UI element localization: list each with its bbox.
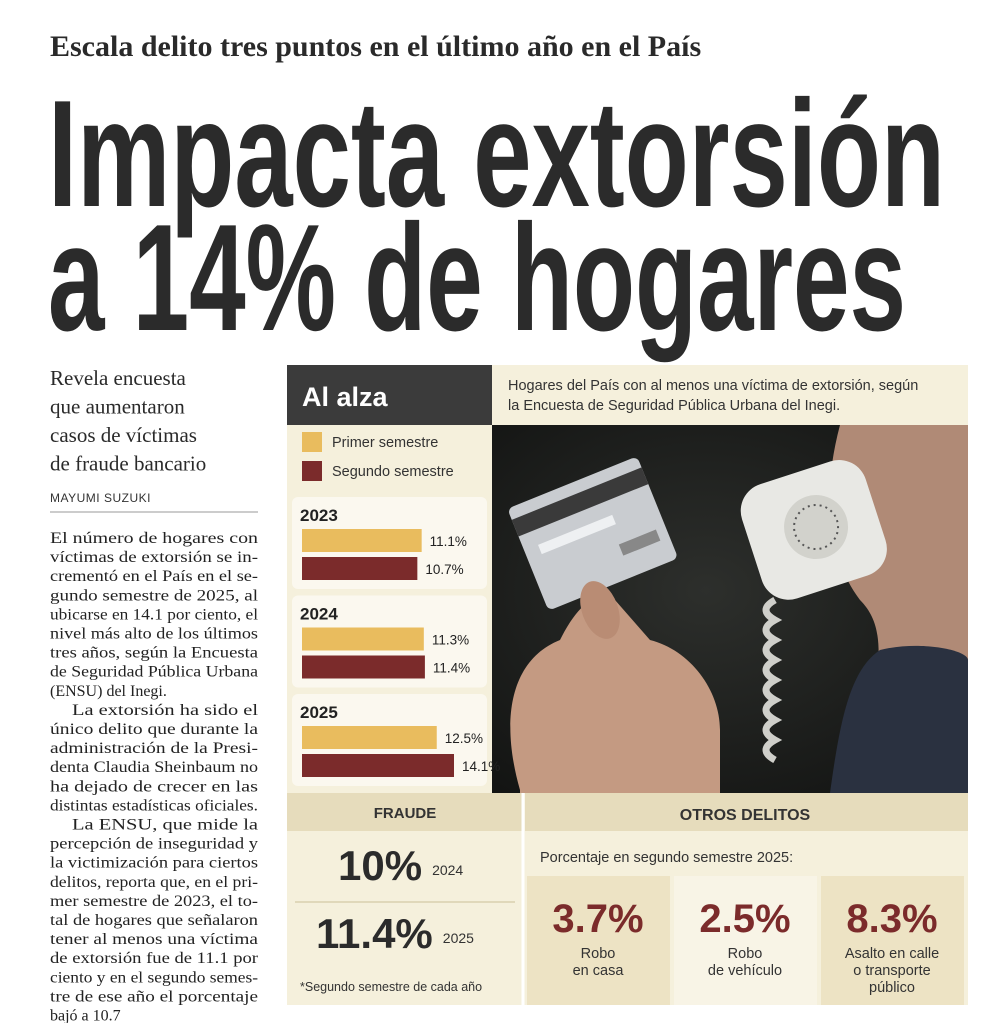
- otros-header: [525, 793, 968, 831]
- card: [509, 458, 677, 609]
- thumb: [580, 581, 620, 639]
- card-stripe: [511, 467, 649, 537]
- body-line: La extorsión ha sido el: [72, 702, 259, 719]
- chart-title: Al alza: [302, 382, 389, 412]
- body-line: administración de la Presi-: [50, 740, 258, 757]
- otros-label: en casa: [573, 963, 625, 979]
- deck-line: que aumentaron: [50, 395, 185, 419]
- otros-label: de vehículo: [708, 963, 782, 979]
- body-line: delitos, reporta que, en el pri-: [50, 874, 258, 891]
- value-label: 11.3%: [432, 633, 469, 648]
- otros-label: Robo: [728, 946, 763, 962]
- body-line: único delito que durante la: [50, 721, 258, 738]
- legend-swatch: [302, 461, 322, 481]
- phone-holes: [793, 504, 840, 551]
- category-label: 2025: [300, 703, 338, 722]
- otros-label: Robo: [581, 946, 616, 962]
- value-label: 11.4%: [433, 661, 470, 676]
- legend-swatch: [302, 432, 322, 452]
- value-label: 10.7%: [425, 562, 463, 577]
- body-line: crementó en el País en el se-: [50, 568, 258, 585]
- deck-line: casos de víctimas: [50, 423, 197, 447]
- otros-subtitle: Porcentaje en segundo semestre 2025:: [540, 850, 793, 866]
- otros-label: o transporte: [853, 963, 930, 979]
- body-line: (ENSU) del Inegi.: [50, 683, 167, 700]
- phone-cord: [762, 596, 783, 764]
- card-barcode: [618, 529, 661, 556]
- bar-chart: Primer semestre Segundo semestre 2023 11.1%…: [292, 432, 500, 786]
- value-label: 14.1%: [462, 759, 500, 774]
- photo: [492, 425, 968, 793]
- body-line: denta Claudia Sheinbaum no: [50, 759, 258, 776]
- body-line: mer semestre de 2023, el to-: [50, 893, 258, 910]
- body-line: ubicarse en 14.1 por ciento, el: [50, 606, 259, 623]
- bar: [302, 726, 437, 749]
- body-line: nivel más alto de los últimos: [50, 626, 258, 643]
- body-line: gundo semestre de 2025, al: [50, 587, 259, 604]
- fraude-header: [287, 793, 523, 831]
- chart-subtitle: Hogares del País con al menos una víctim…: [508, 378, 918, 394]
- fraude-year: 2024: [432, 862, 463, 878]
- body-line: víctimas de extorsión se in-: [50, 549, 258, 566]
- deck-line: de fraude bancario: [50, 452, 206, 476]
- fraude-year: 2025: [443, 930, 474, 946]
- deck-line: Revela encuesta: [50, 366, 187, 390]
- body-line: distintas estadísticas oficiales.: [50, 797, 258, 814]
- body-line: de Seguridad Pública Urbana: [50, 664, 258, 681]
- body-line: tal de hogares que señalaron: [50, 912, 258, 929]
- chart-subtitle: la Encuesta de Seguridad Pública Urbana …: [508, 398, 840, 414]
- fraude-title: FRAUDE: [374, 805, 437, 822]
- kicker: Escala delito tres puntos en el último a…: [50, 30, 701, 63]
- otros-cell: [674, 876, 817, 1005]
- body-line: El número de hogares con: [50, 530, 258, 547]
- legend-label: Primer semestre: [332, 435, 438, 451]
- otros-label: Asalto en calle: [845, 946, 939, 962]
- legend-label: Segundo semestre: [332, 464, 454, 480]
- bar: [302, 557, 418, 580]
- hand: [510, 596, 720, 793]
- fraude-value: 11.4%: [316, 910, 433, 957]
- otros-value: 3.7%: [552, 897, 643, 941]
- body-line: ha dejado de crecer en las: [50, 778, 258, 795]
- category-label: 2024: [300, 605, 338, 624]
- bar: [302, 529, 422, 552]
- headline: a 14% de hogares: [48, 193, 906, 363]
- body-line: tres años, según la Encuesta: [50, 645, 258, 662]
- body-text: El número de hogares con víctimas de exto…: [50, 530, 259, 1023]
- fraude-note: *Segundo semestre de cada año: [300, 980, 482, 994]
- body-line: ciento y en el segundo semes-: [50, 969, 258, 986]
- card-signature: [538, 514, 616, 555]
- deck: Revela encuesta que aumentaron casos de ví…: [50, 366, 206, 476]
- category-label: 2023: [300, 506, 338, 525]
- body-line: La ENSU, que mide la: [72, 817, 258, 834]
- bar: [302, 627, 424, 651]
- phone: [740, 460, 887, 600]
- value-label: 11.1%: [430, 534, 467, 549]
- body-line: bajó a 10.7: [50, 1008, 121, 1023]
- value-label: 12.5%: [445, 731, 483, 746]
- body-line: percepción de inseguridad y: [50, 836, 258, 853]
- body-line: la victimización para ciertos: [50, 855, 258, 872]
- otros-cell: [821, 876, 964, 1005]
- otros-title: OTROS DELITOS: [680, 807, 811, 824]
- shoulder: [830, 645, 968, 793]
- otros-value: 8.3%: [846, 897, 937, 941]
- title-box: [287, 365, 492, 425]
- body-line: de extorsión fue de 11.1 por: [50, 950, 259, 967]
- byline: MAYUMI SUZUKI: [50, 491, 151, 505]
- otros-cell: [527, 876, 670, 1005]
- fraude-items: 10% 2024 11.4% 2025: [316, 842, 474, 957]
- otros-value: 2.5%: [699, 897, 790, 941]
- otros-label: público: [869, 980, 915, 996]
- fraude-value: 10%: [338, 842, 422, 889]
- bar: [302, 655, 425, 679]
- bar: [302, 754, 454, 777]
- body-line: tener al menos una víctima: [50, 931, 258, 948]
- headline: Impacta extorsión: [48, 69, 945, 239]
- body-line: tre de ese año el porcentaje: [50, 988, 258, 1005]
